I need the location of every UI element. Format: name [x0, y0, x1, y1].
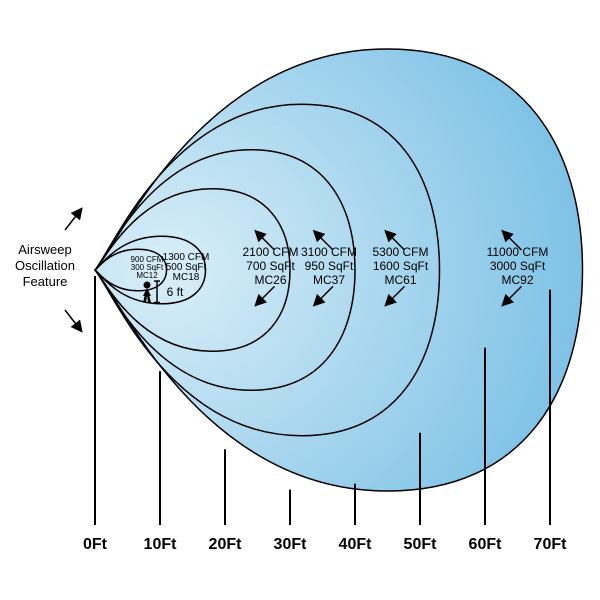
- human-head: [144, 282, 151, 289]
- axis-label-0: 0Ft: [83, 536, 108, 553]
- axis-label-50: 50Ft: [404, 536, 438, 553]
- axis-label-30: 30Ft: [274, 536, 308, 553]
- feature-arrow-down: [65, 310, 79, 328]
- feature-arrow-up: [65, 212, 79, 230]
- axis-label-60: 60Ft: [469, 536, 503, 553]
- axis-label-20: 20Ft: [209, 536, 243, 553]
- axis-label-70: 70Ft: [534, 536, 568, 553]
- feature-label: AirsweepOscillationFeature: [15, 242, 75, 289]
- human-height-label: 6 ft: [167, 285, 184, 299]
- axis-label-40: 40Ft: [339, 536, 373, 553]
- axis-label-10: 10Ft: [144, 536, 178, 553]
